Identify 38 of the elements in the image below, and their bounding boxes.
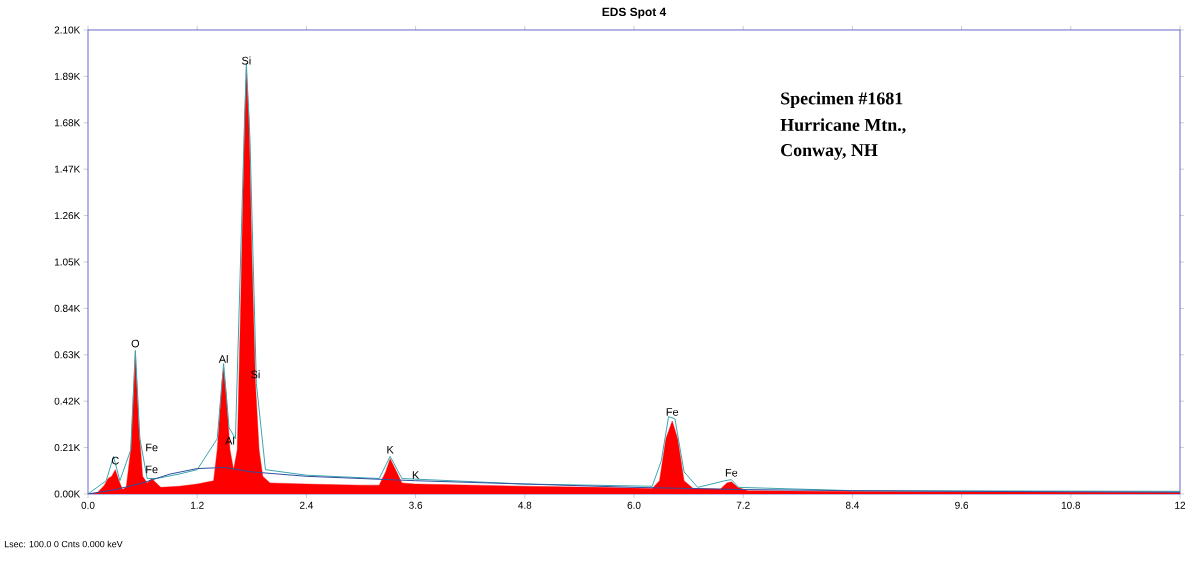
x-tick-label: 9.6 bbox=[955, 501, 969, 509]
annotation: Fe bbox=[666, 408, 679, 416]
x-tick-label: 0.0 bbox=[81, 501, 95, 509]
annotation: Fe bbox=[146, 443, 158, 452]
annotation: K bbox=[387, 445, 394, 454]
y-tick-label: 0.21K bbox=[54, 444, 81, 452]
y-tick-label: 1.47K bbox=[54, 165, 81, 173]
x-tick-label: 1.2 bbox=[191, 501, 204, 509]
x-tick-label: 6.0 bbox=[627, 501, 641, 509]
x-tick-label: 8.4 bbox=[845, 501, 860, 509]
x-tick-label: 4.8 bbox=[518, 501, 532, 509]
y-tick-label: 1.89K bbox=[54, 72, 81, 80]
y-tick-label: 1.05K bbox=[54, 258, 81, 266]
annotation: C bbox=[111, 456, 119, 465]
annotation: Fe bbox=[146, 465, 158, 474]
line-series bbox=[88, 466, 1181, 494]
annotation: Si bbox=[241, 56, 251, 65]
annotation: O bbox=[131, 339, 140, 348]
y-tick-label: 1.68K bbox=[54, 119, 81, 127]
annotation: Conway, NH bbox=[781, 144, 878, 160]
text: Lsec: 100.0 0 Cnts 0.000 keV bbox=[4, 540, 123, 548]
annotation: Al bbox=[218, 354, 228, 363]
annotation: Fe bbox=[725, 469, 738, 477]
annotation: K bbox=[412, 471, 420, 479]
y-tick-label: 2.10K bbox=[54, 26, 81, 34]
y-tick-label: 0.84K bbox=[54, 304, 81, 312]
annotation: Specimen #1681 bbox=[781, 91, 903, 109]
y-tick-label: 0.42K bbox=[54, 397, 81, 405]
x-tick-label: 2.4 bbox=[299, 501, 314, 509]
x-tick-label: 3.6 bbox=[409, 501, 423, 509]
y-tick-label: 0.63K bbox=[54, 351, 81, 359]
x-tick-label: 7.2 bbox=[736, 501, 750, 509]
annotation: Hurricane Mtn., bbox=[780, 118, 906, 134]
chart-title: EDS Spot 4 bbox=[602, 7, 667, 19]
x-tick-label: 12 bbox=[1175, 501, 1186, 509]
y-tick-label: 0.00K bbox=[54, 490, 81, 498]
y-tick-label: 1.26K bbox=[54, 212, 81, 220]
x-tick-label: 10.8 bbox=[1061, 501, 1081, 509]
